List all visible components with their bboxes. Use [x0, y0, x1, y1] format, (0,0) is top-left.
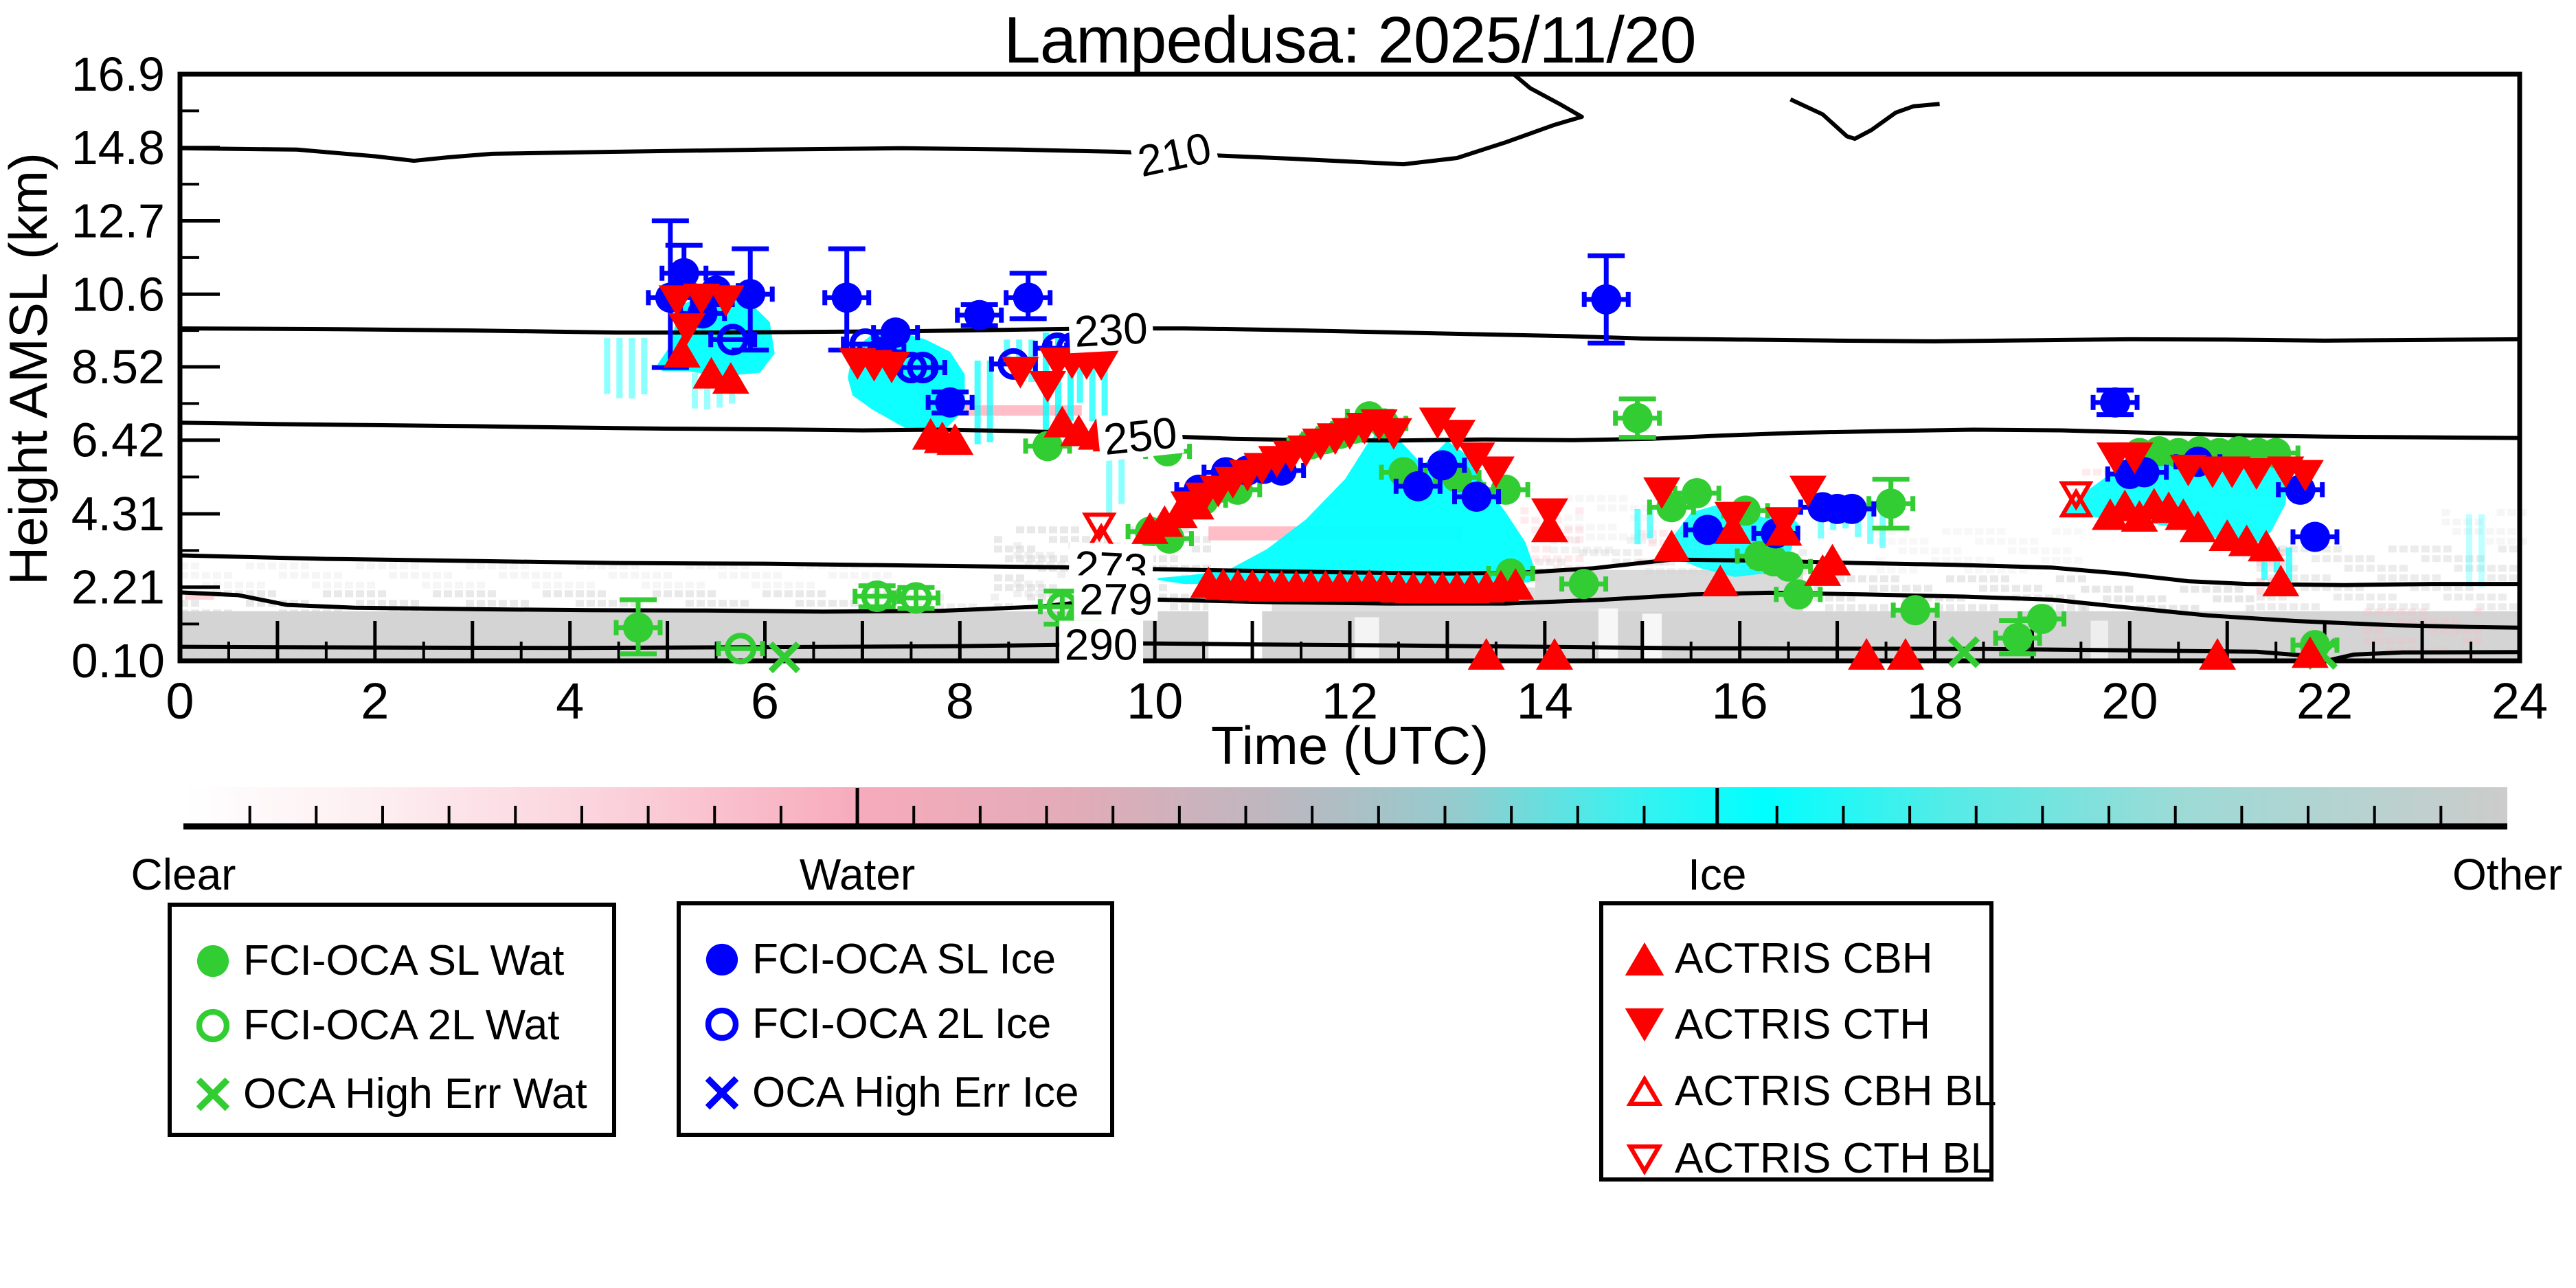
colorbar-label-clear: Clear: [131, 850, 236, 899]
open-tri-down-icon: [1626, 1144, 1663, 1176]
legend-label: FCI-OCA SL Ice: [752, 936, 1057, 983]
x-tick-label: 10: [1127, 673, 1183, 730]
legend-label: OCA High Err Wat: [243, 1070, 587, 1118]
y-tick-label: 6.42: [71, 414, 165, 467]
colorbar-gradient: [183, 787, 2507, 826]
svg-text:279: 279: [1079, 575, 1153, 624]
legend-label: ACTRIS CTH: [1675, 1001, 1930, 1048]
legend-label: ACTRIS CBH BL: [1675, 1067, 1997, 1115]
legend-label: FCI-OCA 2L Wat: [243, 1002, 560, 1049]
y-tick-label: 4.31: [71, 487, 165, 541]
legend-box-0: FCI-OCA SL Wat FCI-OCA 2L Wat OCA High Err…: [168, 903, 616, 1137]
x-tick-label: 18: [1906, 673, 1963, 730]
open-x-icon: [705, 1076, 739, 1110]
open-circle-icon: [196, 1008, 230, 1043]
x-tick-label: 20: [2101, 673, 2158, 730]
colorbar-label-other: Other: [2452, 850, 2563, 899]
contour-label-250: 250: [1096, 407, 1184, 464]
contour-label-290: 290: [1059, 620, 1144, 670]
filled-circle-icon: [196, 945, 229, 978]
svg-text:250: 250: [1101, 407, 1179, 464]
open-x-icon: [196, 1077, 230, 1111]
colorbar-axis: [183, 788, 2507, 830]
contour-label-279: 279: [1074, 575, 1158, 624]
contour-label-230: 230: [1067, 303, 1154, 357]
y-tick-label: 14.8: [71, 121, 165, 174]
x-tick-label: 12: [1322, 673, 1378, 730]
y-tick-label: 12.7: [71, 194, 165, 248]
svg-text:230: 230: [1073, 303, 1149, 356]
filled-tri-up-icon: [1625, 942, 1664, 976]
y-tick-label: 0.10: [71, 634, 165, 688]
colorbar-label-water: Water: [799, 850, 916, 899]
legend-box-2: ACTRIS CBH ACTRIS CTH ACTRIS CBH BL ACTRIS …: [1599, 901, 1997, 1182]
y-tick-label: 10.6: [71, 267, 165, 321]
legend-label: OCA High Err Ice: [752, 1069, 1079, 1116]
legend-box-1: FCI-OCA SL Ice FCI-OCA 2L Ice OCA High Err…: [677, 901, 1114, 1137]
x-tick-label: 24: [2492, 673, 2548, 730]
x-tick-label: 14: [1517, 673, 1573, 730]
legend-label: FCI-OCA 2L Ice: [752, 1000, 1052, 1048]
legend-label: ACTRIS CTH BL: [1675, 1135, 1995, 1182]
series-actris-cth-bl: [1082, 481, 2094, 543]
page-title: Lampedusa: 2025/11/20: [1004, 3, 1696, 77]
filled-tri-down-icon: [1625, 1008, 1664, 1042]
y-tick-label: 16.9: [71, 47, 165, 101]
x-tick-label: 2: [361, 673, 389, 730]
series-actris-cth: [658, 283, 2324, 539]
y-tick-label: 2.21: [71, 561, 165, 614]
contour-label-210: 210: [1128, 122, 1220, 187]
legend-label: ACTRIS CBH: [1675, 935, 1933, 982]
filled-circle-icon: [705, 943, 738, 976]
x-tick-label: 0: [166, 673, 194, 730]
svg-text:290: 290: [1065, 620, 1138, 670]
x-tick-label: 8: [946, 673, 974, 730]
open-tri-up-icon: [1626, 1074, 1663, 1106]
temperature-contours: [179, 72, 2520, 662]
y-tick-label: 8.52: [71, 340, 165, 394]
x-tick-label: 22: [2296, 673, 2353, 730]
x-tick-label: 6: [751, 673, 779, 730]
colorbar-label-ice: Ice: [1688, 850, 1747, 899]
x-tick-label: 16: [1712, 673, 1768, 730]
svg-text:210: 210: [1133, 123, 1215, 187]
open-circle-icon: [705, 1007, 739, 1041]
legend-label: FCI-OCA SL Wat: [243, 937, 565, 984]
x-axis-title: Time (UTC): [1210, 715, 1489, 776]
x-tick-label: 4: [556, 673, 584, 730]
